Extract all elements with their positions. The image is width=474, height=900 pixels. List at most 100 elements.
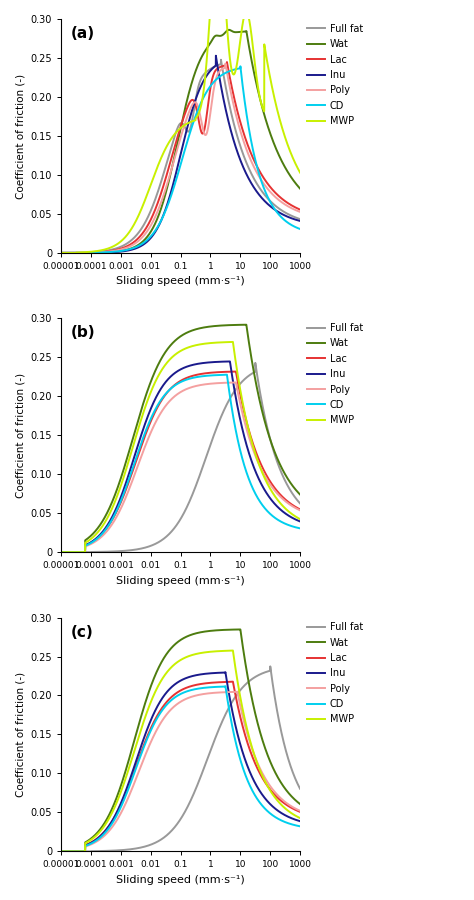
MWP: [297, 813, 303, 824]
Full fat: [253, 357, 258, 368]
Poly: [150, 216, 155, 227]
Inu: [267, 492, 273, 503]
Line: Poly: Poly: [61, 382, 300, 553]
Poly: [86, 840, 91, 850]
Full fat: [100, 546, 106, 557]
Poly: [86, 540, 91, 551]
Full fat: [160, 832, 166, 843]
Lac: [58, 846, 64, 857]
Full fat: [160, 534, 166, 544]
Poly: [160, 714, 166, 724]
Line: Inu: Inu: [61, 56, 300, 253]
Poly: [267, 186, 273, 197]
Lac: [297, 504, 303, 515]
Full fat: [292, 492, 298, 503]
Line: MWP: MWP: [61, 342, 300, 553]
MWP: [160, 672, 166, 683]
CD: [58, 846, 64, 857]
Lac: [150, 210, 155, 220]
Wat: [244, 320, 249, 330]
Text: (c): (c): [71, 625, 93, 640]
Inu: [150, 710, 155, 721]
MWP: [58, 248, 64, 258]
Line: CD: CD: [61, 686, 300, 851]
CD: [58, 547, 64, 558]
CD: [292, 522, 298, 533]
CD: [223, 680, 228, 691]
Poly: [100, 530, 106, 541]
CD: [160, 211, 166, 221]
Wat: [100, 821, 106, 832]
Wat: [100, 248, 106, 258]
Lac: [150, 719, 155, 730]
CD: [58, 248, 64, 258]
Line: Lac: Lac: [61, 681, 300, 851]
Wat: [86, 835, 91, 846]
MWP: [150, 174, 155, 184]
Lac: [292, 805, 298, 815]
Wat: [150, 223, 155, 234]
Full fat: [86, 846, 91, 857]
CD: [297, 223, 303, 234]
Inu: [160, 380, 166, 391]
MWP: [86, 247, 91, 257]
Legend: Full fat, Wat, Lac, Inu, Poly, CD, MWP: Full fat, Wat, Lac, Inu, Poly, CD, MWP: [307, 623, 363, 724]
Line: Full fat: Full fat: [61, 59, 300, 253]
Wat: [150, 676, 155, 687]
Poly: [297, 505, 303, 516]
CD: [297, 821, 303, 832]
Poly: [150, 733, 155, 743]
Inu: [227, 356, 233, 367]
Text: (a): (a): [71, 26, 95, 41]
Lac: [100, 828, 106, 839]
Wat: [292, 484, 298, 495]
Lac: [267, 784, 273, 795]
CD: [86, 248, 91, 258]
Poly: [58, 248, 64, 258]
Line: MWP: MWP: [61, 0, 300, 253]
CD: [297, 523, 303, 534]
MWP: [297, 167, 303, 178]
MWP: [58, 547, 64, 558]
Wat: [267, 127, 273, 138]
Wat: [292, 177, 298, 188]
Poly: [58, 846, 64, 857]
Line: Lac: Lac: [61, 62, 300, 253]
Wat: [100, 516, 106, 526]
Inu: [58, 846, 64, 857]
Lac: [58, 547, 64, 558]
Inu: [160, 211, 166, 221]
MWP: [100, 245, 106, 256]
Poly: [292, 803, 298, 814]
Lac: [86, 839, 91, 850]
Wat: [150, 371, 155, 382]
Lac: [86, 538, 91, 549]
Poly: [100, 832, 106, 842]
Line: CD: CD: [61, 67, 300, 253]
Lac: [100, 527, 106, 538]
CD: [267, 807, 273, 818]
Line: Poly: Poly: [61, 64, 300, 253]
Wat: [160, 350, 166, 361]
MWP: [267, 70, 273, 81]
CD: [150, 409, 155, 419]
MWP: [292, 511, 298, 522]
Full fat: [100, 846, 106, 857]
MWP: [230, 645, 236, 656]
Poly: [267, 780, 273, 791]
CD: [160, 704, 166, 715]
CD: [267, 508, 273, 518]
Poly: [235, 687, 240, 698]
CD: [160, 392, 166, 402]
MWP: [292, 810, 298, 821]
Full fat: [267, 665, 273, 676]
MWP: [86, 836, 91, 847]
Line: Lac: Lac: [61, 372, 300, 553]
Wat: [292, 795, 298, 806]
MWP: [230, 337, 236, 347]
Inu: [86, 248, 91, 258]
Line: Inu: Inu: [61, 672, 300, 851]
Wat: [86, 533, 91, 544]
Line: Inu: Inu: [61, 362, 300, 553]
Text: (b): (b): [71, 325, 95, 340]
